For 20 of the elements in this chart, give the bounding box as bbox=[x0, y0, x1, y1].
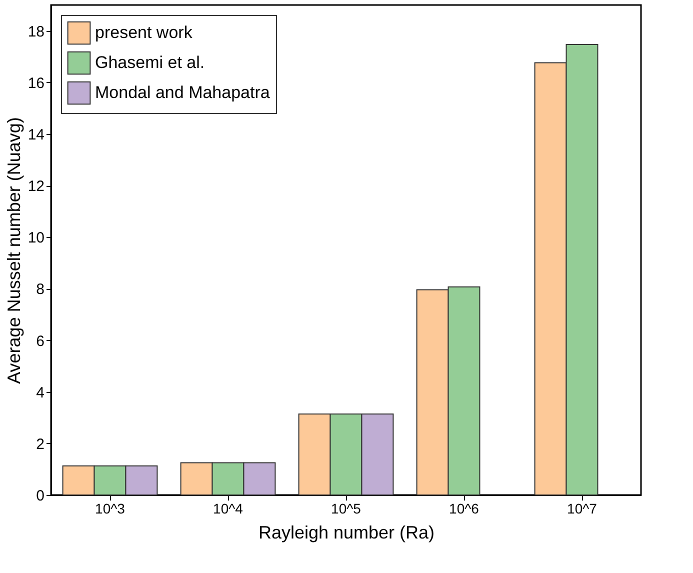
y-tick-label: 8 bbox=[36, 281, 44, 298]
y-tick-label: 12 bbox=[28, 178, 44, 196]
y-tick-label: 18 bbox=[28, 23, 44, 40]
legend-label: present work bbox=[95, 23, 193, 42]
x-tick-label: 10^4 bbox=[213, 500, 244, 516]
y-tick-label: 14 bbox=[28, 126, 44, 144]
y-tick-label: 6 bbox=[36, 332, 44, 350]
y-tick-label: 4 bbox=[36, 384, 44, 402]
x-tick-label: 10^3 bbox=[95, 500, 126, 516]
y-tick-label: 0 bbox=[36, 488, 44, 504]
y-axis-title: Average Nusselt number (Nuavg) bbox=[4, 117, 24, 384]
y-tick-label: 16 bbox=[28, 74, 44, 92]
x-tick-label: 10^7 bbox=[567, 500, 598, 516]
x-tick-label: 10^6 bbox=[449, 500, 480, 516]
legend-label: Mondal and Mahapatra bbox=[95, 83, 270, 102]
x-tick-label: 10^5 bbox=[331, 500, 362, 516]
legend-label: Ghasemi et al. bbox=[95, 53, 205, 72]
y-tick-label: 2 bbox=[36, 436, 44, 453]
y-tick-label: 10 bbox=[28, 230, 44, 247]
x-axis-title: Rayleigh number (Ra) bbox=[258, 522, 435, 542]
